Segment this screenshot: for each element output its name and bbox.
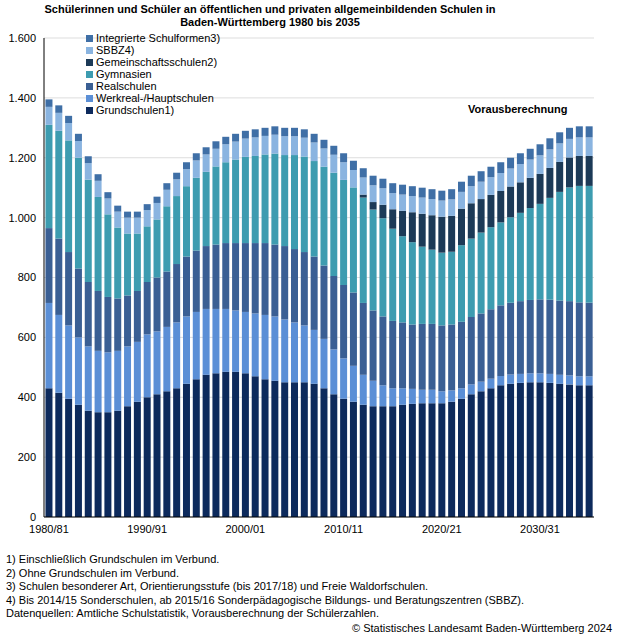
svg-text:1980/81: 1980/81 xyxy=(29,523,69,535)
html-text:Integrierte Schulformen3): Integrierte Schulformen3) xyxy=(96,32,221,44)
html-text:Werkreal-/Hauptschulen: Werkreal-/Hauptschulen xyxy=(96,92,214,104)
svg-text:1.600: 1.600 xyxy=(8,32,36,44)
html-text:Realschulen: Realschulen xyxy=(96,80,157,92)
svg-text:1990/91: 1990/91 xyxy=(127,523,167,535)
html-text:Schülerinnen und Schüler an öf: Schülerinnen und Schüler an öffentlichen… xyxy=(44,3,496,28)
html-text:Gymnasien: Gymnasien xyxy=(96,68,152,80)
html-text:Datenquellen: Amtliche Schulst: Datenquellen: Amtliche Schulstatistik, V… xyxy=(6,607,379,619)
html-text:3) Schulen besonderer Art, Ori: 3) Schulen besonderer Art, Orientierungs… xyxy=(6,580,429,592)
svg-text:400: 400 xyxy=(18,391,36,403)
svg-text:600: 600 xyxy=(18,331,36,343)
svg-text:800: 800 xyxy=(18,271,36,283)
svg-text:200: 200 xyxy=(18,451,36,463)
html-text:1) Einschließlich Grundschulen: 1) Einschließlich Grundschulen im Verbun… xyxy=(6,553,220,565)
html-text:4) Bis 2014/15 Sonderschulen,: 4) Bis 2014/15 Sonderschulen, ab 2015/16… xyxy=(6,593,524,606)
svg-text:1.200: 1.200 xyxy=(8,152,36,164)
svg-text:1.000: 1.000 xyxy=(8,212,36,224)
html-text:Vorausberechnung: Vorausberechnung xyxy=(468,103,568,115)
svg-text:2010/11: 2010/11 xyxy=(324,523,363,535)
html-text:2) Ohne Grundschulen im Verbun: 2) Ohne Grundschulen im Verbund. xyxy=(6,566,179,579)
html-text:SBBZ4): SBBZ4) xyxy=(96,44,135,56)
svg-text:2000/01: 2000/01 xyxy=(225,523,265,535)
html-text:Grundschulen1): Grundschulen1) xyxy=(96,104,175,116)
svg-text:1.400: 1.400 xyxy=(8,92,36,104)
svg-text:2030/31: 2030/31 xyxy=(520,523,560,535)
html-text:© Statistisches Landesamt Bade: © Statistisches Landesamt Baden-Württemb… xyxy=(352,622,612,634)
svg-text:0: 0 xyxy=(30,511,36,523)
html-text:Gemeinschaftsschulen2): Gemeinschaftsschulen2) xyxy=(96,56,218,68)
svg-text:2020/21: 2020/21 xyxy=(422,523,462,535)
